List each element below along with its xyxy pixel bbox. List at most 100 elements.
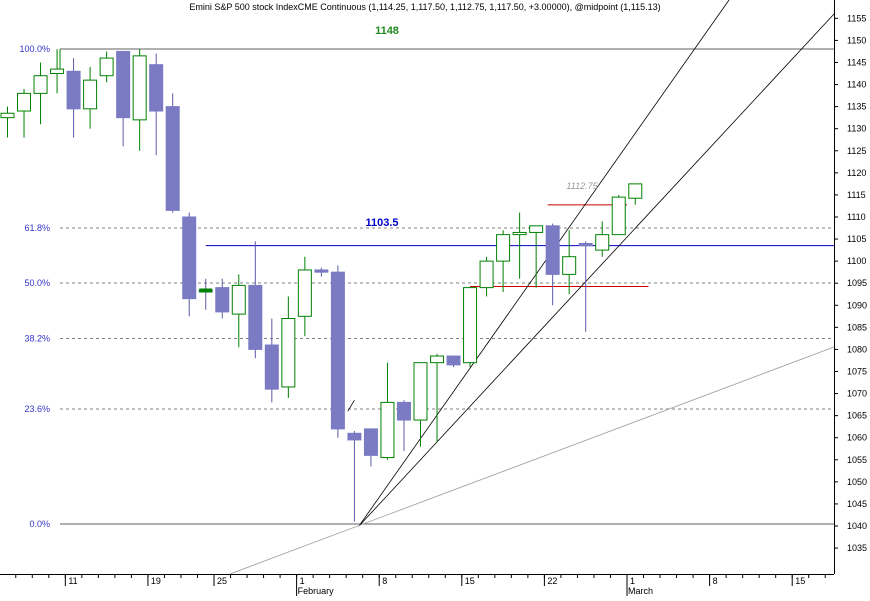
candle-body: [314, 269, 329, 273]
y-axis-tick-label: 1065: [847, 411, 867, 421]
candle: [380, 362, 395, 460]
fib-level-label: 50.0%: [24, 278, 50, 288]
candle: [628, 183, 643, 205]
candle: [314, 267, 329, 277]
annotation-1148: 1148: [375, 25, 399, 37]
candle-body: [396, 401, 411, 421]
candle-body: [182, 216, 197, 300]
channel-lower-line: [358, 13, 835, 527]
candle-body: [545, 225, 560, 275]
candle: [512, 212, 527, 279]
candle-body: [149, 64, 164, 112]
y-axis-tick-label: 1095: [847, 278, 867, 288]
y-axis-tick-label: 1130: [847, 124, 866, 134]
candle-body: [50, 68, 65, 75]
candle-body: [595, 234, 610, 251]
candle-body: [264, 344, 279, 390]
candle-body: [430, 355, 445, 364]
y-axis-tick-label: 1110: [847, 212, 866, 222]
candle: [496, 230, 511, 293]
y-axis-tick-label: 1140: [847, 80, 866, 90]
candle: [149, 53, 164, 156]
candle-body: [496, 234, 511, 262]
x-axis-tick-label: 8: [382, 576, 387, 586]
candle-body: [99, 57, 114, 77]
candle-body: [578, 242, 593, 247]
y-axis-tick-label: 1145: [847, 57, 866, 67]
x-axis-tick-label: 22: [547, 576, 557, 586]
annotation-layer: 1148 1103.5 1112.75: [365, 25, 598, 229]
candle-body: [347, 432, 362, 441]
candle-body: [17, 92, 32, 112]
grid-layer: 100.0% 61.8% 50.0% 38.2% 23.6% 0.0%: [19, 44, 834, 529]
fib-level-label: 23.6%: [24, 404, 50, 414]
x-axis-tick-label: 15: [465, 576, 475, 586]
x-axis-tick-label: 25: [217, 576, 227, 586]
candle: [413, 362, 428, 447]
candle: [463, 287, 478, 368]
month-label: March: [628, 586, 653, 596]
candle: [165, 93, 180, 213]
candle-body: [231, 284, 246, 315]
candle-body: [83, 79, 98, 110]
candle-body: [611, 196, 626, 236]
candle: [347, 431, 362, 522]
x-axis-tick-label: 1: [630, 576, 635, 586]
candle: [330, 265, 345, 438]
candle-body: [165, 106, 180, 211]
candle-body: [215, 287, 230, 313]
chart-title: Emini S&P 500 stock IndexCME Continuous …: [189, 2, 660, 12]
x-axis-tick-label: 19: [151, 576, 161, 586]
candle-body: [33, 75, 48, 94]
candle-body: [297, 269, 312, 317]
y-axis-tick-label: 1035: [847, 543, 867, 553]
candle: [215, 278, 230, 319]
y-axis-tick-label: 1120: [847, 168, 866, 178]
candle-body: [380, 401, 395, 459]
candle: [264, 318, 279, 403]
candle: [132, 49, 147, 151]
support-trend-line: [229, 346, 835, 575]
candle-body: [529, 225, 544, 233]
candle: [595, 221, 610, 257]
candle-body: [281, 318, 296, 388]
candle: [17, 88, 32, 138]
y-axis-tick-label: 1040: [847, 521, 867, 531]
candle: [33, 62, 48, 125]
candle: [611, 194, 626, 236]
x-axis-tick-label: 1: [300, 576, 305, 586]
candle-body: [628, 183, 643, 199]
candle: [396, 400, 411, 451]
candle-body: [446, 355, 461, 366]
fib-level-label: 38.2%: [24, 333, 50, 343]
fib-level-label: 61.8%: [24, 223, 50, 233]
candle-body: [132, 55, 147, 121]
y-axis-tick-label: 1125: [847, 146, 866, 156]
candle-body: [479, 260, 494, 289]
y-axis-tick-label: 1085: [847, 322, 867, 332]
candle: [446, 355, 461, 368]
y-axis-tick-label: 1150: [847, 35, 866, 45]
candle: [562, 230, 577, 295]
highlight-bar: [199, 288, 213, 293]
candle-body: [413, 362, 428, 421]
candle: [83, 66, 98, 129]
y-axis-tick-label: 1090: [847, 300, 867, 310]
candle: [231, 274, 246, 348]
candle: [430, 353, 445, 443]
y-axis-tick-label: 1135: [847, 102, 866, 112]
candle-body: [330, 271, 345, 430]
candle: [578, 241, 593, 332]
candle-body: [463, 287, 478, 364]
y-axis-tick-label: 1105: [847, 234, 866, 244]
y-axis-tick-label: 1155: [847, 13, 866, 23]
candle: [479, 256, 494, 297]
candle: [529, 225, 544, 288]
candle: [545, 223, 560, 306]
channel-stub-line: [347, 399, 355, 412]
candle-layer: [0, 49, 643, 522]
x-axis-tick-label: 15: [795, 576, 805, 586]
candle: [297, 256, 312, 337]
